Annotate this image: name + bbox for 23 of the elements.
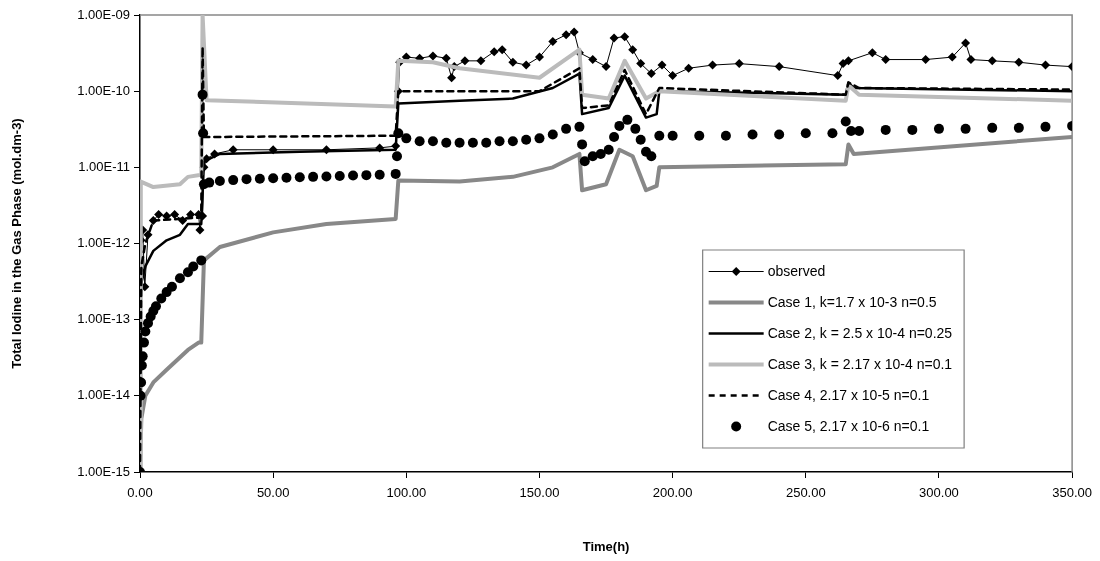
legend-label: Case 2, k = 2.5 x 10-4 n=0.25 xyxy=(767,325,953,342)
x-axis-title: Time(h) xyxy=(582,538,630,554)
legend-label: observed xyxy=(767,263,826,280)
legend-label: Case 3, k = 2.17 x 10-4 n=0.1 xyxy=(767,356,953,373)
x-tick-label: 250.00 xyxy=(785,485,826,501)
x-tick-label: 350.00 xyxy=(1052,485,1092,501)
x-tick-label: 100.00 xyxy=(386,485,427,501)
x-tick-label: 200.00 xyxy=(652,485,693,501)
y-axis-title: Total Iodine in the Gas Phase (mol.dm-3) xyxy=(9,118,25,369)
y-tick-label: 1.00E-11 xyxy=(78,158,130,174)
legend-label: Case 4, 2.17 x 10-5 n=0.1 xyxy=(767,387,930,404)
legend-label: Case 5, 2.17 x 10-6 n=0.1 xyxy=(767,418,930,435)
legend-label: Case 1, k=1.7 x 10-3 n=0.5 xyxy=(767,294,937,311)
y-tick-label: 1.00E-14 xyxy=(77,387,130,403)
x-tick-label: 50.00 xyxy=(256,485,290,501)
y-tick-label: 1.00E-12 xyxy=(77,235,130,251)
x-tick-label: 150.00 xyxy=(519,485,560,501)
x-tick-label: 300.00 xyxy=(919,485,959,501)
y-tick-label: 1.00E-15 xyxy=(77,463,130,479)
y-tick-label: 1.00E-13 xyxy=(77,311,130,327)
y-tick-label: 1.00E-09 xyxy=(77,6,130,22)
x-tick-label: 0.00 xyxy=(127,485,153,501)
y-tick-label: 1.00E-10 xyxy=(77,82,130,98)
